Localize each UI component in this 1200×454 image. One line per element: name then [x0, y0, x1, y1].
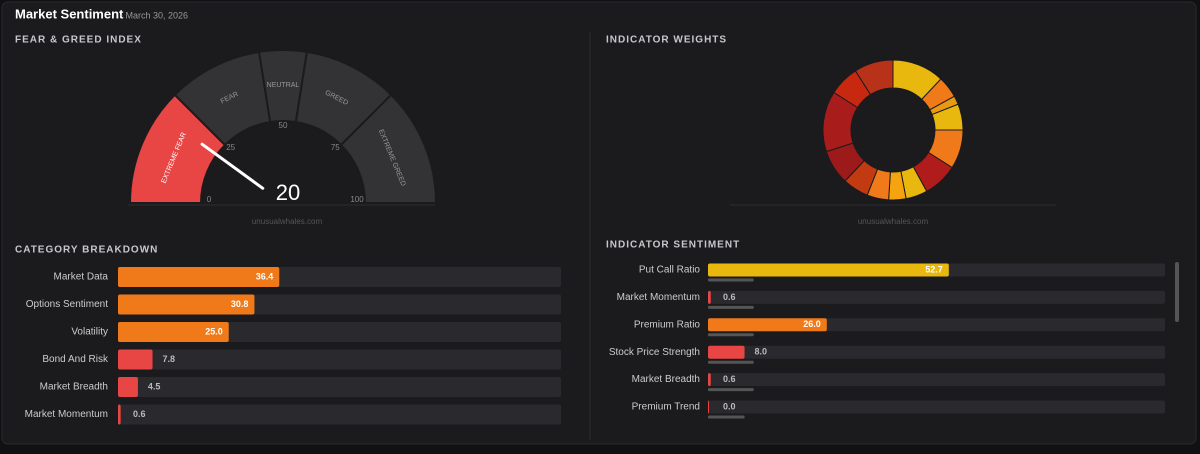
section-title: INDICATOR WEIGHTS	[606, 35, 727, 46]
bar-value: 0.6	[723, 292, 736, 302]
bar	[708, 290, 711, 304]
bar	[118, 322, 229, 342]
bar-label: Premium Ratio	[634, 319, 701, 330]
section-title: FEAR & GREED INDEX	[15, 35, 142, 46]
watermark: unusualwhales.com	[252, 217, 323, 226]
gauge-tick: 50	[279, 121, 288, 130]
scroll-thumb[interactable]	[1175, 262, 1179, 322]
sub-bar	[708, 360, 754, 364]
bar-value: 8.0	[755, 347, 768, 357]
bar	[118, 404, 121, 425]
bar	[708, 263, 949, 277]
bar-value: 0.6	[133, 409, 146, 419]
sub-bar	[708, 278, 754, 282]
bar	[708, 345, 745, 359]
bar	[708, 373, 711, 387]
bar-value: 0.0	[723, 401, 736, 411]
bar-value: 52.7	[925, 264, 943, 274]
bar-value: 36.4	[256, 271, 274, 281]
title: Market Sentiment	[15, 6, 124, 21]
gauge-tick: 75	[331, 143, 340, 152]
bar	[118, 349, 153, 370]
gauge-tick: 100	[350, 195, 364, 204]
bar-label: Premium Trend	[632, 402, 700, 413]
donut-slice	[854, 59, 894, 96]
bar-label: Market Momentum	[617, 292, 700, 303]
bar-label: Market Momentum	[25, 409, 108, 420]
section-title: INDICATOR SENTIMENT	[606, 240, 740, 251]
bar	[708, 400, 709, 414]
bar-label: Put Call Ratio	[639, 265, 701, 276]
bar	[708, 318, 827, 332]
sub-bar	[708, 333, 754, 337]
date: - March 30, 2026	[120, 10, 188, 20]
sub-bar	[708, 305, 754, 309]
gauge-zone	[339, 93, 438, 204]
bar	[118, 267, 280, 287]
needle	[200, 142, 265, 190]
bar-track	[708, 345, 1165, 359]
section-title: CATEGORY BREAKDOWN	[15, 245, 158, 256]
bar-label: Options Sentiment	[26, 299, 108, 310]
bar-track	[708, 400, 1165, 414]
bar-value: 4.5	[148, 381, 161, 391]
bar-label: Market Data	[54, 272, 109, 283]
bar-value: 0.6	[723, 374, 736, 384]
sub-bar	[708, 388, 754, 392]
watermark: unusualwhales.com	[858, 217, 929, 226]
bar-value: 25.0	[205, 326, 223, 336]
bar-value: 7.8	[163, 354, 176, 364]
bar-value: 26.0	[803, 319, 821, 329]
bar-label: Market Breadth	[632, 374, 700, 385]
bar-label: Market Breadth	[40, 382, 108, 393]
gauge-tick: 0	[207, 195, 212, 204]
bar-label: Bond And Risk	[42, 354, 109, 365]
bar	[118, 294, 255, 315]
bar	[118, 377, 138, 397]
bar-track	[708, 373, 1165, 387]
bar-track	[118, 404, 561, 425]
bar-track	[118, 377, 561, 397]
bar-value: 30.8	[231, 299, 249, 309]
bar-track	[118, 349, 561, 370]
zone-label: NEUTRAL	[267, 82, 300, 89]
bar-label: Volatility	[71, 327, 108, 338]
gauge-value: 20	[276, 180, 300, 205]
gauge-tick: 25	[226, 143, 235, 152]
sub-bar	[708, 415, 745, 419]
bar-track	[708, 290, 1165, 304]
bar-label: Stock Price Strength	[609, 347, 700, 358]
